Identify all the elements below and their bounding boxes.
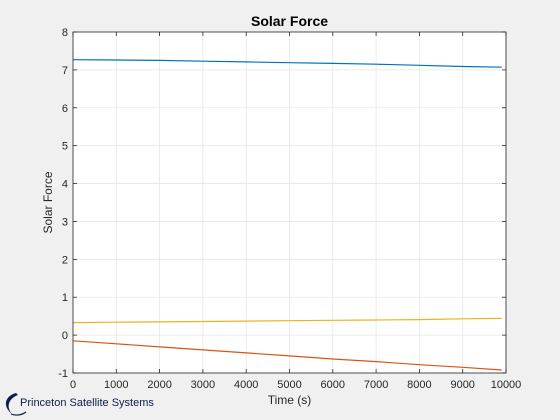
series-line-2 bbox=[72, 317, 502, 324]
x-tick-label: 7000 bbox=[364, 379, 388, 391]
y-tick-label: 6 bbox=[62, 103, 68, 115]
x-tick-label: 5000 bbox=[277, 379, 301, 391]
y-tick-label: 7 bbox=[62, 65, 68, 77]
company-logo: Princeton Satellite Systems bbox=[2, 390, 172, 418]
x-tick-label: 4000 bbox=[234, 379, 258, 391]
y-tick-label: 4 bbox=[62, 179, 68, 191]
y-tick-label: 8 bbox=[62, 27, 68, 39]
y-tick-label: 3 bbox=[62, 216, 68, 228]
y-tick-label: -1 bbox=[58, 368, 68, 380]
series-line-3 bbox=[72, 340, 502, 371]
chart-title: Solar Force bbox=[251, 13, 328, 29]
y-tick-label: 2 bbox=[62, 254, 68, 266]
x-tick-label: 0 bbox=[70, 379, 76, 391]
series-line-1 bbox=[72, 59, 502, 68]
y-tick-label: 0 bbox=[62, 330, 68, 342]
x-tick-label: 1000 bbox=[104, 379, 128, 391]
logo-text: Princeton Satellite Systems bbox=[20, 397, 154, 409]
x-tick-label: 6000 bbox=[321, 379, 345, 391]
y-tick-label: 5 bbox=[62, 141, 68, 153]
x-tick-label: 10000 bbox=[491, 379, 522, 391]
x-tick-label: 3000 bbox=[191, 379, 215, 391]
x-tick-label: 2000 bbox=[147, 379, 171, 391]
ticks: 0 1000 2000 3000 4000 5000 6000 7000 8000 9000 100… bbox=[58, 27, 521, 391]
x-axis-label: Time (s) bbox=[268, 393, 312, 407]
series-layer bbox=[72, 59, 502, 371]
x-tick-label: 9000 bbox=[450, 379, 474, 391]
swoosh-icon bbox=[5, 393, 27, 416]
x-tick-label: 8000 bbox=[407, 379, 431, 391]
y-axis-label: Solar Force bbox=[41, 171, 55, 233]
y-tick-label: 1 bbox=[62, 292, 68, 304]
